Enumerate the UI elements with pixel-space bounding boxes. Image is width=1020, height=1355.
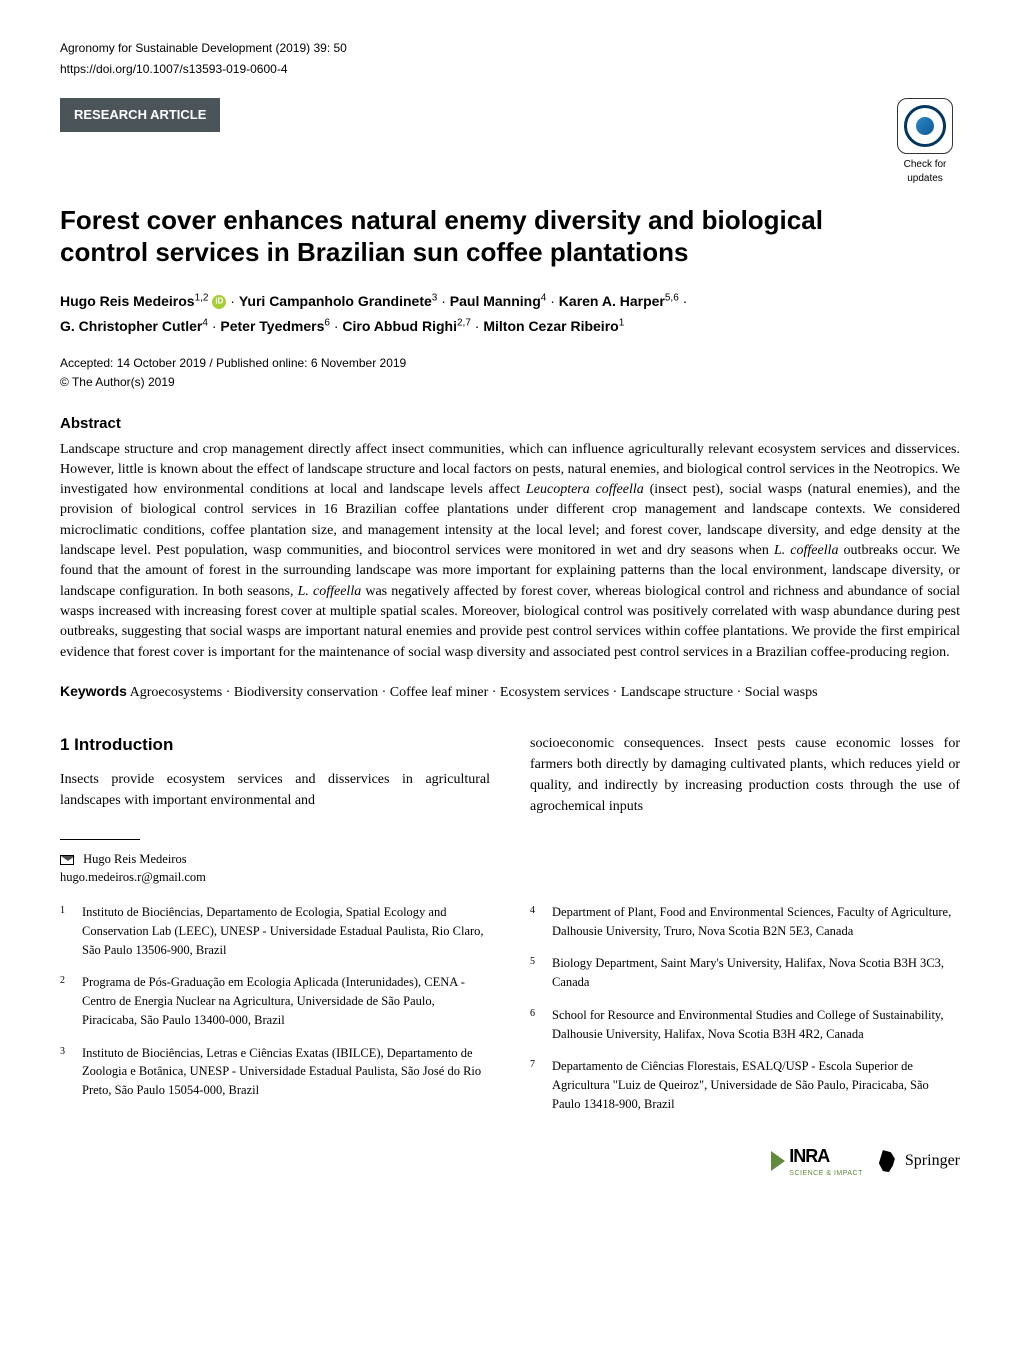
crossmark-icon — [897, 98, 953, 154]
inra-logo-text: INRA — [789, 1144, 863, 1169]
keywords-text: Agroecosystems · Biodiversity conservati… — [130, 685, 818, 700]
author-sup: 3 — [432, 292, 438, 303]
author-list: Hugo Reis Medeiros1,2 · Yuri Campanholo … — [60, 289, 960, 339]
affiliation-item: 1Instituto de Biociências, Departamento … — [60, 903, 490, 959]
author-sup: 1,2 — [195, 292, 209, 303]
author-sup: 4 — [541, 292, 547, 303]
corr-email[interactable]: hugo.medeiros.r@gmail.com — [60, 870, 206, 884]
check-updates-label: Check for updates — [890, 158, 960, 186]
publication-dates: Accepted: 14 October 2019 / Published on… — [60, 355, 960, 372]
corr-name: Hugo Reis Medeiros — [83, 852, 186, 866]
author-name[interactable]: Karen A. Harper — [559, 293, 665, 309]
springer-logo-text: Springer — [905, 1150, 960, 1172]
copyright-line: © The Author(s) 2019 — [60, 374, 960, 391]
article-type-badge: RESEARCH ARTICLE — [60, 98, 220, 132]
orcid-icon[interactable] — [212, 295, 226, 309]
author-sup: 2,7 — [457, 317, 471, 328]
footnote-rule — [60, 839, 140, 840]
inra-logo: INRA SCIENCE & IMPACT — [771, 1144, 863, 1179]
author-name[interactable]: Paul Manning — [450, 293, 541, 309]
author-sup: 1 — [619, 317, 625, 328]
abstract-heading: Abstract — [60, 413, 960, 434]
author-name[interactable]: G. Christopher Cutler — [60, 318, 202, 334]
author-name[interactable]: Peter Tyedmers — [220, 318, 324, 334]
keywords-label: Keywords — [60, 683, 127, 699]
abstract-text: Landscape structure and crop management … — [60, 440, 960, 663]
affiliation-item: 2Programa de Pós-Graduação em Ecologia A… — [60, 973, 490, 1029]
author-name[interactable]: Yuri Campanholo Grandinete — [239, 293, 432, 309]
author-sup: 5,6 — [665, 292, 679, 303]
affiliation-item: 3Instituto de Biociências, Letras e Ciên… — [60, 1044, 490, 1100]
author-sup: 6 — [324, 317, 330, 328]
doi-link[interactable]: https://doi.org/10.1007/s13593-019-0600-… — [60, 61, 288, 78]
author-name[interactable]: Ciro Abbud Righi — [342, 318, 457, 334]
author-sup: 4 — [202, 317, 208, 328]
author-name[interactable]: Hugo Reis Medeiros — [60, 293, 195, 309]
envelope-icon — [60, 855, 74, 865]
journal-line: Agronomy for Sustainable Development (20… — [60, 40, 347, 57]
affiliation-item: 4Department of Plant, Food and Environme… — [530, 903, 960, 941]
affiliation-item: 5Biology Department, Saint Mary's Univer… — [530, 954, 960, 992]
check-for-updates-widget[interactable]: Check for updates — [890, 98, 960, 186]
author-name[interactable]: Milton Cezar Ribeiro — [483, 318, 618, 334]
triangle-icon — [771, 1151, 785, 1171]
keywords-block: Keywords Agroecosystems · Biodiversity c… — [60, 681, 960, 703]
article-title: Forest cover enhances natural enemy dive… — [60, 204, 880, 269]
corresponding-author: Hugo Reis Medeiros hugo.medeiros.r@gmail… — [60, 850, 490, 888]
affiliation-item: 7Departamento de Ciências Florestais, ES… — [530, 1057, 960, 1113]
intro-paragraph: socioeconomic consequences. Insect pests… — [530, 733, 960, 817]
inra-logo-subtitle: SCIENCE & IMPACT — [789, 1169, 863, 1179]
springer-logo: ⁠ Springer — [877, 1150, 960, 1172]
affiliation-item: 6School for Resource and Environmental S… — [530, 1006, 960, 1044]
intro-paragraph: Insects provide ecosystem services and d… — [60, 769, 490, 811]
springer-horse-icon — [877, 1150, 897, 1172]
section-heading: 1 Introduction — [60, 733, 490, 757]
